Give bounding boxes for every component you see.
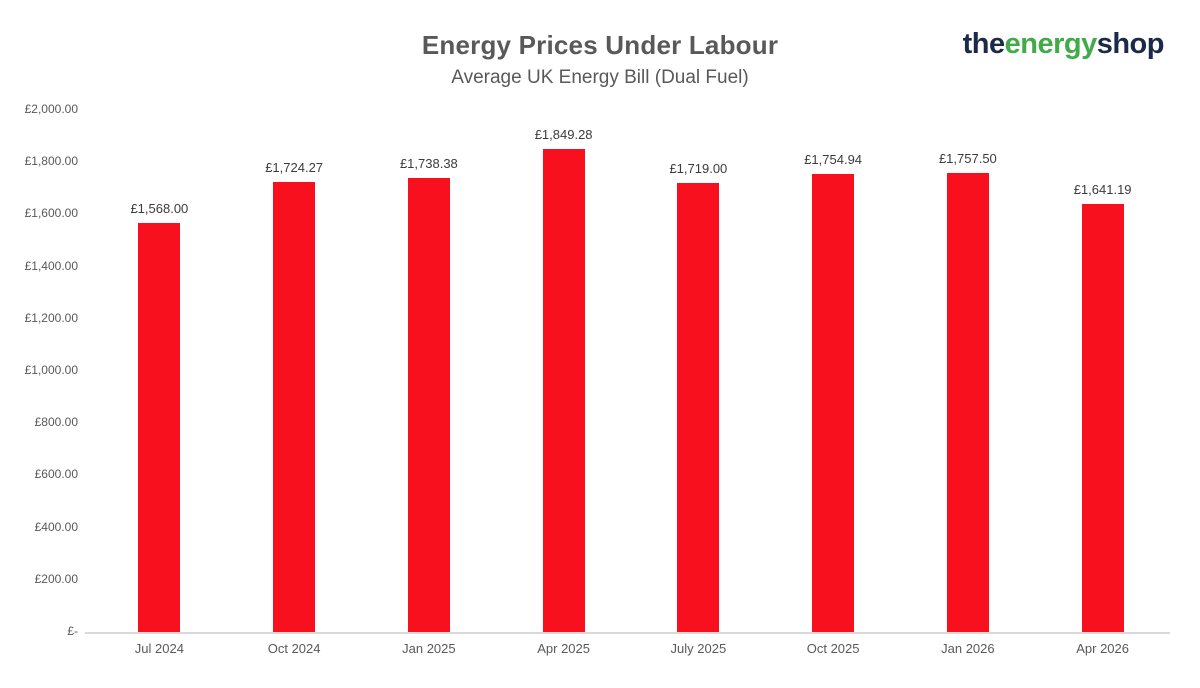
x-axis-line	[85, 632, 1170, 634]
y-tick-label: £800.00	[34, 415, 78, 430]
x-category-label: Apr 2025	[537, 641, 590, 656]
x-category-label: July 2025	[670, 641, 727, 656]
bar	[1081, 203, 1124, 632]
y-tick-label: £400.00	[34, 519, 78, 534]
logo-text-shop: shop	[1096, 28, 1165, 60]
plot-area: £1,568.00 £1,724.27 £1,738.38 £1,849.28 £1,7…	[92, 110, 1170, 632]
bar-value-label: £1,724.27	[265, 160, 324, 175]
bar-column: £1,641.19	[1035, 110, 1170, 632]
x-category-label: Apr 2026	[1076, 641, 1129, 656]
bar-value-label: £1,757.50	[938, 151, 997, 167]
bar-value-label: £1,568.00	[130, 200, 189, 216]
bar	[273, 182, 316, 632]
x-category-label: Oct 2025	[806, 641, 860, 656]
bar	[812, 174, 855, 632]
y-tick-label: £-	[67, 624, 78, 638]
y-tick-label: £1,400.00	[24, 258, 78, 273]
bar	[138, 222, 181, 632]
y-tick-label: £600.00	[34, 467, 78, 482]
bar-column: £1,719.00	[631, 110, 766, 632]
x-category-label: Oct 2024	[267, 641, 321, 656]
bar	[677, 183, 720, 632]
y-axis-tick-labels: £- £200.00 £400.00 £600.00 £800.00 £1,000.00 £…	[0, 0, 80, 688]
x-category-label: Jan 2025	[402, 641, 456, 656]
bar	[946, 173, 989, 632]
title-block: Energy Prices Under Labour Average UK En…	[0, 30, 1200, 89]
bar-column: £1,568.00	[92, 110, 227, 632]
x-category-label: Jul 2024	[134, 641, 184, 656]
x-category-label: Jan 2026	[941, 641, 995, 656]
bar-value-label: £1,641.19	[1073, 181, 1132, 197]
logo-text-the: the	[962, 28, 1006, 60]
y-tick-label: £200.00	[34, 571, 78, 586]
logo-text-energy: energy	[1004, 28, 1098, 60]
bar-value-label: £1,738.38	[399, 156, 458, 172]
bar-value-label: £1,719.00	[669, 161, 728, 177]
bar-value-label: £1,754.94	[804, 152, 863, 167]
y-tick-label: £1,600.00	[24, 206, 78, 221]
bar-column: £1,757.50	[901, 110, 1036, 632]
chart-title: Energy Prices Under Labour	[421, 30, 779, 60]
bar	[407, 178, 450, 632]
y-tick-label: £1,200.00	[24, 310, 78, 325]
x-axis-category-labels: Jul 2024 Oct 2024 Jan 2025 Apr 2025 July 202…	[92, 641, 1170, 656]
y-tick-label: £2,000.00	[24, 102, 78, 116]
bar-value-label: £1,849.28	[534, 127, 593, 143]
bar-column: £1,724.27	[227, 110, 362, 632]
y-tick-label: £1,800.00	[24, 154, 78, 169]
bar-column: £1,754.94	[766, 110, 901, 632]
bar-column: £1,849.28	[496, 110, 631, 632]
y-tick-label: £1,000.00	[24, 363, 78, 377]
bar	[542, 149, 585, 632]
chart-subtitle: Average UK Energy Bill (Dual Fuel)	[451, 67, 749, 88]
brand-logo: theenergyshop	[962, 28, 1165, 61]
bar-column: £1,738.38	[362, 110, 497, 632]
